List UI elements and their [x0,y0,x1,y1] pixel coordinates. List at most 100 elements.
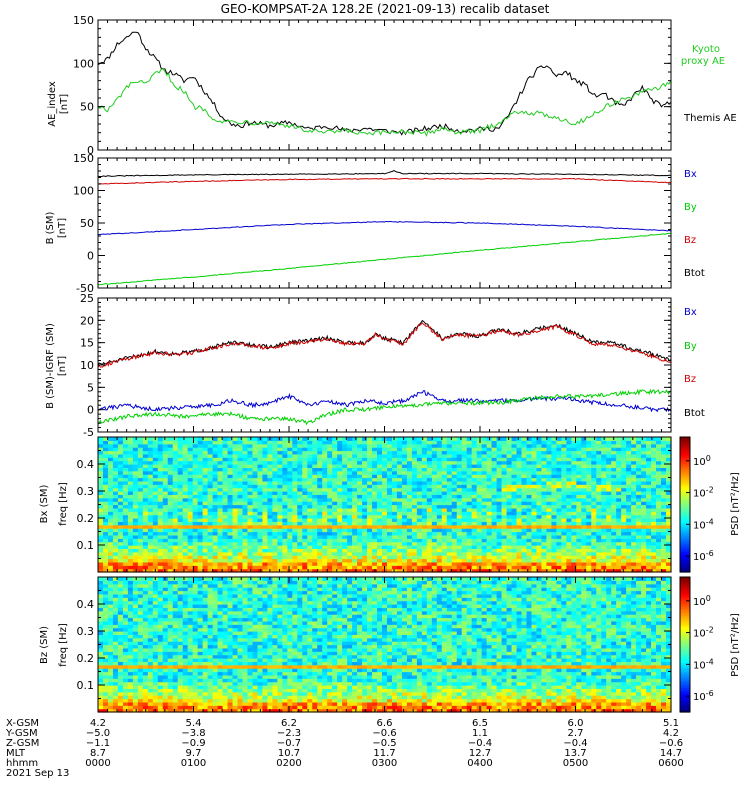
spectrogram-cell [362,555,368,560]
spectrogram-cell [212,541,219,546]
spectrogram-cell [352,470,358,475]
spectrogram-cell [282,518,288,522]
spectrogram-cell [332,565,338,570]
spectrogram-cell [541,487,548,492]
spectrogram-cell [531,568,538,573]
spectrogram-cell [571,555,577,560]
spectrogram-cell [227,524,234,529]
spectrogram-cell [282,538,288,543]
spectrogram-cell [441,555,448,560]
spectrogram-cell [616,545,622,549]
spectrogram-cell [357,511,363,516]
spectrogram-cell [337,555,343,560]
spectrogram-cell [596,453,602,458]
spectrogram-cell [531,528,538,533]
spectrogram-cell [471,494,478,499]
spectrogram-cell [222,460,229,465]
spectrogram-cell [302,484,308,489]
spectrogram-cell [232,518,239,522]
spectrogram-cell [611,551,617,556]
spectrogram-cell [536,484,543,489]
spectrogram-cell [307,551,313,556]
spectrogram-cell [536,491,543,495]
spectrogram-cell [451,447,458,452]
spectrogram-cell [471,548,478,553]
spectrogram-cell [446,497,453,502]
spectrogram-cell [332,477,338,482]
spectrogram-cell [257,504,264,509]
spectrogram-cell [247,548,254,553]
spectrogram-cell [396,464,403,468]
spectrogram-cell [372,457,378,462]
spectrogram-cell [611,477,617,482]
spectrogram-cell [586,443,592,448]
spectrogram-cell [322,555,328,560]
spectrogram-cell [117,487,124,492]
spectrogram-cell [441,565,448,570]
spectrogram-cell [636,491,642,495]
spectrogram-cell [571,518,577,522]
spectrogram-cell [147,545,154,549]
spectrogram-cell [561,447,567,452]
spectrogram-cell [382,551,388,556]
spectrogram-cell [531,507,538,512]
spectrogram-cell [98,541,104,546]
spectrogram-cell [207,545,214,549]
spectrogram-cell [571,501,577,506]
spectrogram-cell [431,443,438,448]
spectrogram-cell [242,443,249,448]
spectrogram-cell [152,457,159,462]
spectrogram-cell [187,477,194,482]
spectrogram-cell [382,477,388,482]
spectrogram-cell [461,524,468,529]
spectrogram-cell [401,558,408,563]
spectrogram-cell [372,470,378,475]
spectrogram-cell [531,555,538,560]
spectrogram-cell [541,474,548,479]
spectrogram-cell [516,491,523,495]
spectrogram-cell [292,534,298,539]
spectrogram-cell [616,484,622,489]
spectrogram-cell [257,443,264,448]
spectrogram-cell [626,524,632,529]
spectrogram-cell [641,524,647,529]
spectrogram-cell [382,450,388,455]
spectrogram-cell [362,497,368,502]
spectrogram-cell [367,480,373,485]
spectrogram-cell [446,484,453,489]
spectrogram-cell [307,450,313,455]
spectrogram-cell [631,531,637,536]
spectrogram-cell [347,440,353,445]
spectrogram-cell [391,511,398,516]
spectrogram-cell [262,447,269,452]
spectrogram-cell [626,440,632,445]
spectrogram-cell [232,538,239,543]
spectrogram-cell [242,565,249,570]
spectrogram-cell [232,501,239,506]
spectrogram-cell [312,541,318,546]
spectrogram-cell [596,437,602,441]
spectrogram-cell [312,558,318,563]
spectrogram-cell [476,447,483,452]
spectrogram-cell [576,545,582,549]
spectrogram-cell [541,497,548,502]
spectrogram-cell [511,528,518,533]
spectrogram-cell [401,457,408,462]
spectrogram-cell [541,443,548,448]
spectrogram-cell [362,487,368,492]
spectrogram-cell [312,443,318,448]
spectrogram-cell [411,534,418,539]
spectrogram-cell [312,497,318,502]
spectrogram-cell [631,541,637,546]
spectrogram-cell [601,534,607,539]
spectrogram-cell [606,480,612,485]
spectrogram-cell [287,534,293,539]
spectrogram-cell [172,491,179,495]
spectrogram-cell [561,521,567,526]
spectrogram-cell [207,484,214,489]
spectrogram-cell [561,541,567,546]
spectrogram-cell [566,487,572,492]
spectrogram-cell [421,548,428,553]
spectrogram-cell [117,555,124,560]
spectrogram-cell [317,548,323,553]
